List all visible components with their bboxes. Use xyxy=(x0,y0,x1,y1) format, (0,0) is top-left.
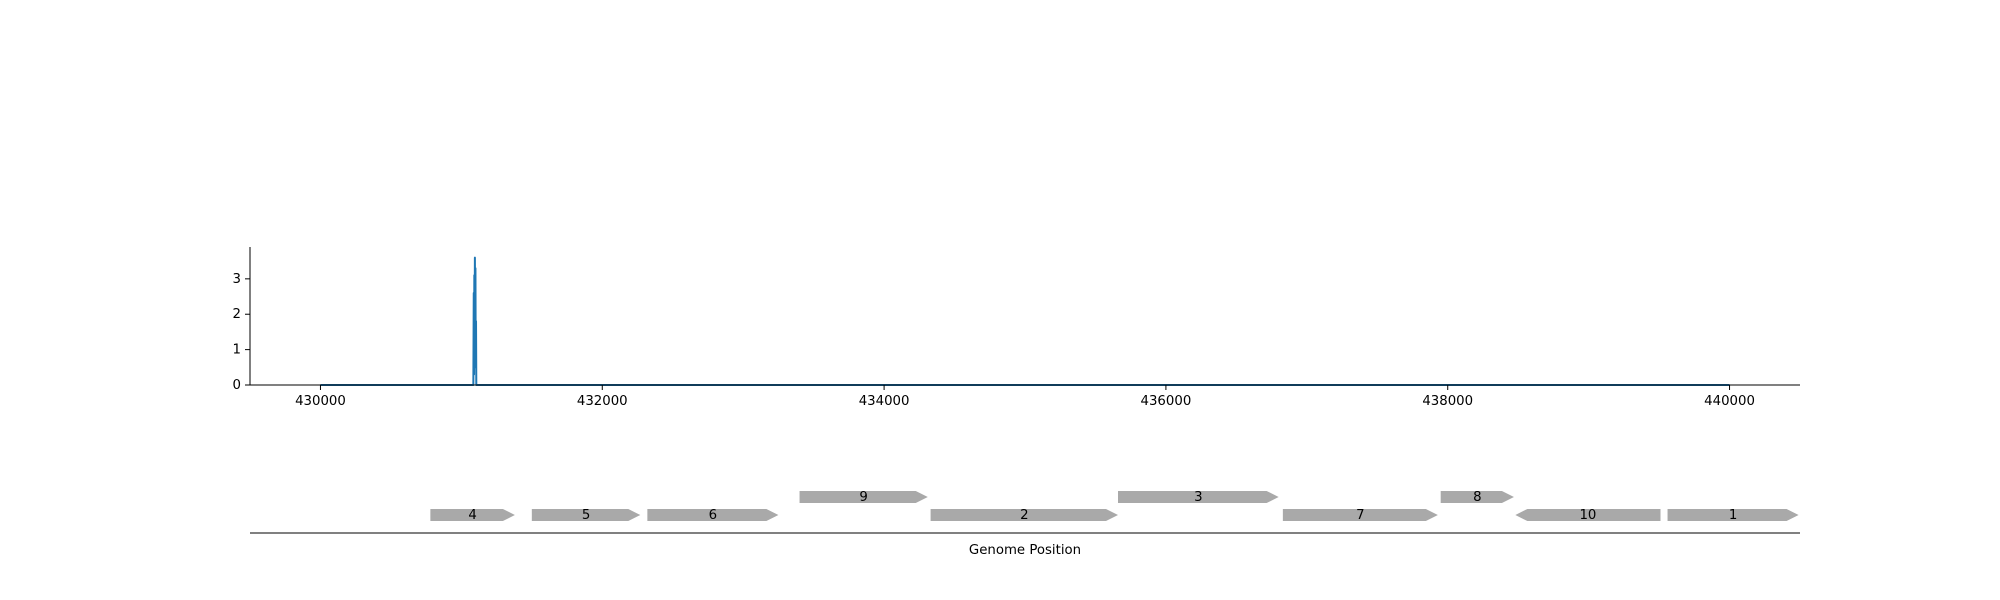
gene-arrow xyxy=(430,509,515,521)
gene-4: 4 xyxy=(430,508,515,523)
gene-arrow xyxy=(799,491,928,503)
gene-track: 4 5 6 9 2 3 7 8 10 1 Genome Position xyxy=(250,490,1800,558)
x-tick-label: 440000 xyxy=(1704,394,1755,409)
gene-label: 6 xyxy=(709,508,717,523)
gene-arrow xyxy=(647,509,779,521)
gene-arrow xyxy=(531,509,641,521)
gene-1: 1 xyxy=(1667,508,1799,523)
gene-label: 9 xyxy=(859,490,867,505)
x-tick-label: 430000 xyxy=(295,394,346,409)
gene-5: 5 xyxy=(531,508,641,523)
gene-label: 7 xyxy=(1356,508,1364,523)
coverage-series xyxy=(320,256,1730,386)
x-tick-label: 434000 xyxy=(859,394,910,409)
gene-label: 3 xyxy=(1194,490,1202,505)
gene-label: 8 xyxy=(1473,490,1481,505)
gene-track-xlabel: Genome Position xyxy=(969,543,1081,558)
y-ticks: 0 1 2 3 xyxy=(233,272,250,393)
gene-7: 7 xyxy=(1282,508,1438,523)
gene-arrow xyxy=(1440,491,1514,503)
x-tick-label: 432000 xyxy=(577,394,628,409)
y-tick-label: 2 xyxy=(233,307,241,322)
x-ticks: 430000 432000 434000 436000 438000 440000 xyxy=(295,385,1755,409)
gene-label: 4 xyxy=(468,508,476,523)
gene-arrow xyxy=(1118,491,1279,503)
y-tick-label: 1 xyxy=(233,343,241,358)
coverage-plot: 430000 432000 434000 436000 438000 440000 0 1 2… xyxy=(233,247,1800,409)
x-tick-label: 438000 xyxy=(1422,394,1473,409)
gene-8: 8 xyxy=(1440,490,1514,505)
y-tick-label: 3 xyxy=(233,272,241,287)
gene-arrow xyxy=(1667,509,1799,521)
gene-10: 10 xyxy=(1515,508,1661,523)
gene-9: 9 xyxy=(799,490,928,505)
gene-arrow xyxy=(1282,509,1438,521)
gene-6: 6 xyxy=(647,508,779,523)
gene-arrow xyxy=(1515,509,1661,521)
y-tick-label: 0 xyxy=(233,378,241,393)
gene-arrows: 4 5 6 9 2 3 7 8 10 1 xyxy=(430,490,1799,523)
x-tick-label: 436000 xyxy=(1141,394,1192,409)
gene-3: 3 xyxy=(1118,490,1279,505)
coverage-line-0 xyxy=(320,256,1730,386)
gene-label: 2 xyxy=(1020,508,1028,523)
gene-arrow xyxy=(930,509,1118,521)
gene-label: 10 xyxy=(1579,508,1596,523)
gene-label: 5 xyxy=(582,508,590,523)
gene-2: 2 xyxy=(930,508,1118,523)
gene-label: 1 xyxy=(1729,508,1737,523)
